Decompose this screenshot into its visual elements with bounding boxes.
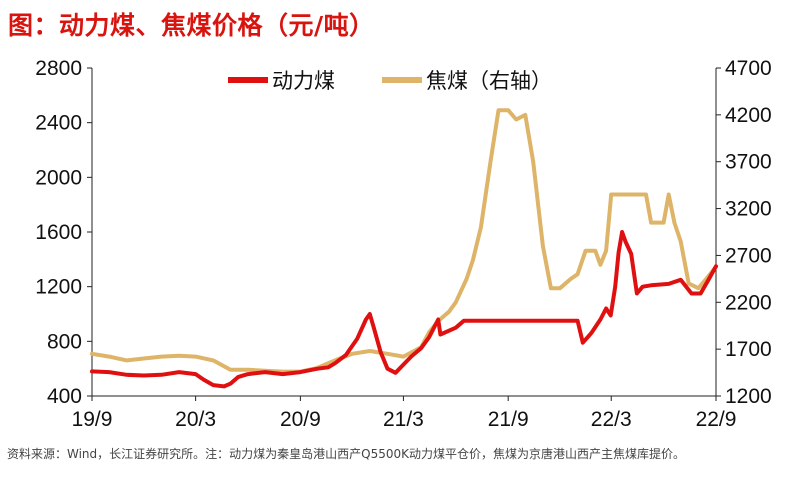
- x-tick-label: 22/9: [696, 408, 737, 431]
- y-right-tick-label: 3200: [725, 198, 772, 221]
- x-tick-label: 19/9: [72, 408, 113, 431]
- y-right-tick-label: 2200: [725, 291, 772, 314]
- chart-title: 图：动力煤、焦煤价格（元/吨）: [8, 11, 375, 40]
- chart-axes: 400 800 1200 1600 2000 2400 2800 1200 1700 2200 27…: [35, 57, 771, 431]
- y-right-tick-label: 3700: [725, 151, 772, 174]
- x-tick-label: 21/9: [488, 408, 529, 431]
- y-left-tick-label: 400: [47, 385, 82, 408]
- y-right-tick-label: 4700: [725, 57, 772, 80]
- x-tick-label: 20/9: [280, 408, 321, 431]
- x-tick-label: 22/3: [591, 408, 632, 431]
- y-right-tick-label: 1700: [725, 338, 772, 361]
- y-left-tick-label: 2000: [35, 166, 82, 189]
- series-line-coking-coal: [90, 108, 718, 374]
- x-tick-label: 20/3: [175, 408, 216, 431]
- source-note: 资料来源：Wind，长江证券研究所。注：动力煤为秦皇岛港山西产Q5500K动力煤…: [7, 447, 686, 461]
- y-left-tick-label: 1200: [35, 276, 82, 299]
- y-left-tick-label: 2800: [35, 57, 82, 80]
- y-right-tick-label: 2700: [725, 244, 772, 267]
- y-left-tick-label: 2400: [35, 112, 82, 135]
- legend-label-coking-coal: 焦煤（右轴）: [426, 69, 552, 93]
- y-left-tick-label: 1600: [35, 221, 82, 244]
- x-tick-label: 21/3: [383, 408, 424, 431]
- y-right-tick-label: 1200: [725, 385, 772, 408]
- y-right-tick-label: 4200: [725, 104, 772, 127]
- y-left-tick-label: 800: [47, 330, 82, 353]
- chart-series: [90, 108, 718, 389]
- chart-legend: 动力煤 焦煤（右轴）: [228, 69, 552, 93]
- series-line-thermal-coal: [90, 230, 718, 389]
- legend-label-thermal-coal: 动力煤: [272, 69, 335, 93]
